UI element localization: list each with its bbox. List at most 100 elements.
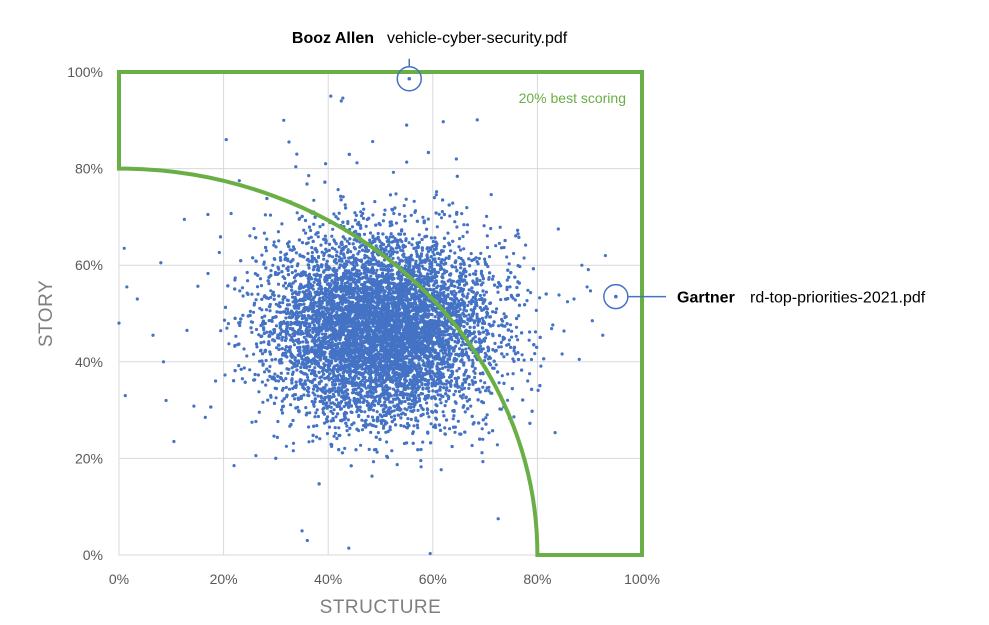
data-point <box>255 345 259 349</box>
data-point <box>416 408 420 412</box>
data-point <box>403 214 407 218</box>
data-point <box>516 338 520 342</box>
data-point <box>325 376 329 380</box>
data-point <box>464 309 469 313</box>
data-point <box>384 245 388 249</box>
data-point <box>482 293 486 297</box>
data-point <box>412 265 416 269</box>
data-point <box>312 404 316 408</box>
data-point <box>263 213 267 217</box>
data-point <box>455 315 459 319</box>
data-point <box>342 404 346 409</box>
data-point <box>414 418 418 422</box>
data-point <box>325 401 329 405</box>
data-point <box>283 281 287 285</box>
data-point <box>286 298 290 303</box>
data-point <box>405 160 409 164</box>
data-point <box>305 326 309 330</box>
data-point <box>435 190 439 194</box>
data-point <box>304 366 309 370</box>
data-point <box>456 419 460 423</box>
data-point <box>347 269 351 273</box>
data-point <box>274 245 278 249</box>
data-point <box>260 352 265 356</box>
data-point <box>337 245 341 249</box>
data-point <box>402 232 407 236</box>
data-point <box>340 281 344 285</box>
data-point <box>370 474 374 478</box>
data-point <box>404 238 408 243</box>
data-point <box>284 286 288 290</box>
data-point <box>314 411 318 415</box>
data-point <box>318 437 322 441</box>
data-point <box>457 389 461 394</box>
data-point <box>411 387 415 391</box>
data-point <box>219 329 223 333</box>
data-point <box>262 370 267 374</box>
data-point <box>395 463 399 467</box>
data-point <box>389 232 393 236</box>
data-point <box>490 277 495 281</box>
data-point <box>368 238 372 242</box>
data-point <box>390 240 394 244</box>
data-point <box>506 372 510 376</box>
data-point <box>262 340 266 344</box>
data-point <box>380 261 384 265</box>
data-point <box>371 324 375 328</box>
data-point <box>245 270 249 275</box>
data-point <box>437 257 441 261</box>
data-point <box>480 427 484 431</box>
data-point <box>414 416 418 420</box>
data-point <box>353 211 357 215</box>
data-point <box>248 309 252 313</box>
data-point <box>562 329 566 333</box>
data-point <box>494 363 498 367</box>
data-point <box>250 320 255 324</box>
data-point <box>257 390 261 394</box>
data-point <box>465 230 469 234</box>
data-point <box>269 289 273 293</box>
data-point <box>313 393 317 397</box>
data-point <box>313 366 317 370</box>
data-point <box>447 256 451 260</box>
data-point <box>281 379 285 383</box>
data-point <box>363 419 367 423</box>
data-point <box>351 260 356 264</box>
data-point <box>371 213 375 217</box>
data-point <box>539 364 543 368</box>
data-point <box>268 364 272 369</box>
data-point <box>310 246 314 250</box>
data-point <box>238 323 242 328</box>
data-point <box>252 227 256 231</box>
data-point <box>429 236 433 240</box>
data-point <box>307 236 311 240</box>
data-point <box>332 434 336 438</box>
data-point <box>472 272 476 276</box>
data-point <box>196 284 200 288</box>
data-point <box>520 353 524 357</box>
data-point <box>565 300 570 304</box>
data-point <box>315 389 319 393</box>
data-point <box>406 386 410 390</box>
data-point <box>434 193 438 197</box>
data-point <box>280 338 284 342</box>
data-point <box>432 196 436 200</box>
data-point <box>292 343 297 347</box>
data-point <box>444 256 448 260</box>
data-point <box>459 248 463 252</box>
data-point <box>459 343 464 347</box>
data-point <box>383 208 387 212</box>
data-point <box>512 415 516 419</box>
data-point <box>439 216 444 220</box>
data-point <box>462 325 466 329</box>
data-point <box>267 369 271 373</box>
data-point <box>233 343 237 348</box>
data-point <box>331 227 335 231</box>
data-point <box>331 416 335 421</box>
data-point <box>359 214 363 218</box>
data-point <box>283 348 287 352</box>
data-point <box>538 296 542 300</box>
data-point <box>528 372 532 376</box>
data-point <box>375 268 379 272</box>
